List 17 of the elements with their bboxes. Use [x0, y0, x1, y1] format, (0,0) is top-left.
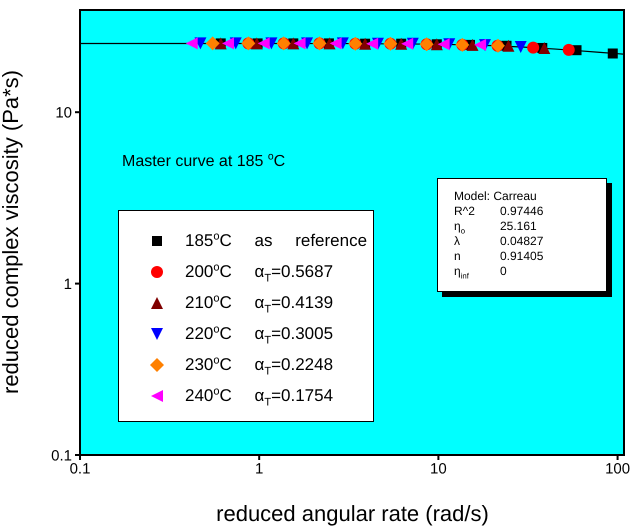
legend-label: 200$^{o}$C α$_{T}$=0.5687 [185, 261, 334, 284]
legend-label: 185$^{o}$C as reference [185, 230, 368, 250]
y-axis-title: reduced complex viscosity (Pa*s) [0, 70, 23, 394]
y-tick-label: 0.1 [51, 447, 72, 464]
legend-label: 220$^{o}$C α$_{T}$=0.3005 [185, 323, 334, 346]
annotation: Master curve at 185 $^{o}$C [122, 152, 286, 170]
x-axis-title: reduced angular rate (rad/s) [216, 501, 489, 526]
x-tick-label: 1 [255, 460, 264, 478]
annotation: Model: Carreau [454, 189, 537, 203]
legend-label: 240$^{o}$C α$_{T}$=0.1754 [185, 385, 334, 408]
x-tick-label: 0.1 [70, 460, 90, 478]
x-tick-label: 100 [605, 460, 630, 478]
y-tick-label: 1 [64, 276, 72, 293]
y-tick-label: 10 [55, 104, 72, 122]
legend-label: 210$^{o}$C α$_{T}$=0.4139 [185, 292, 334, 316]
legend-label: 230$^{o}$C α$_{T}$=0.2248 [185, 354, 334, 378]
x-tick-label: 10 [430, 460, 447, 478]
